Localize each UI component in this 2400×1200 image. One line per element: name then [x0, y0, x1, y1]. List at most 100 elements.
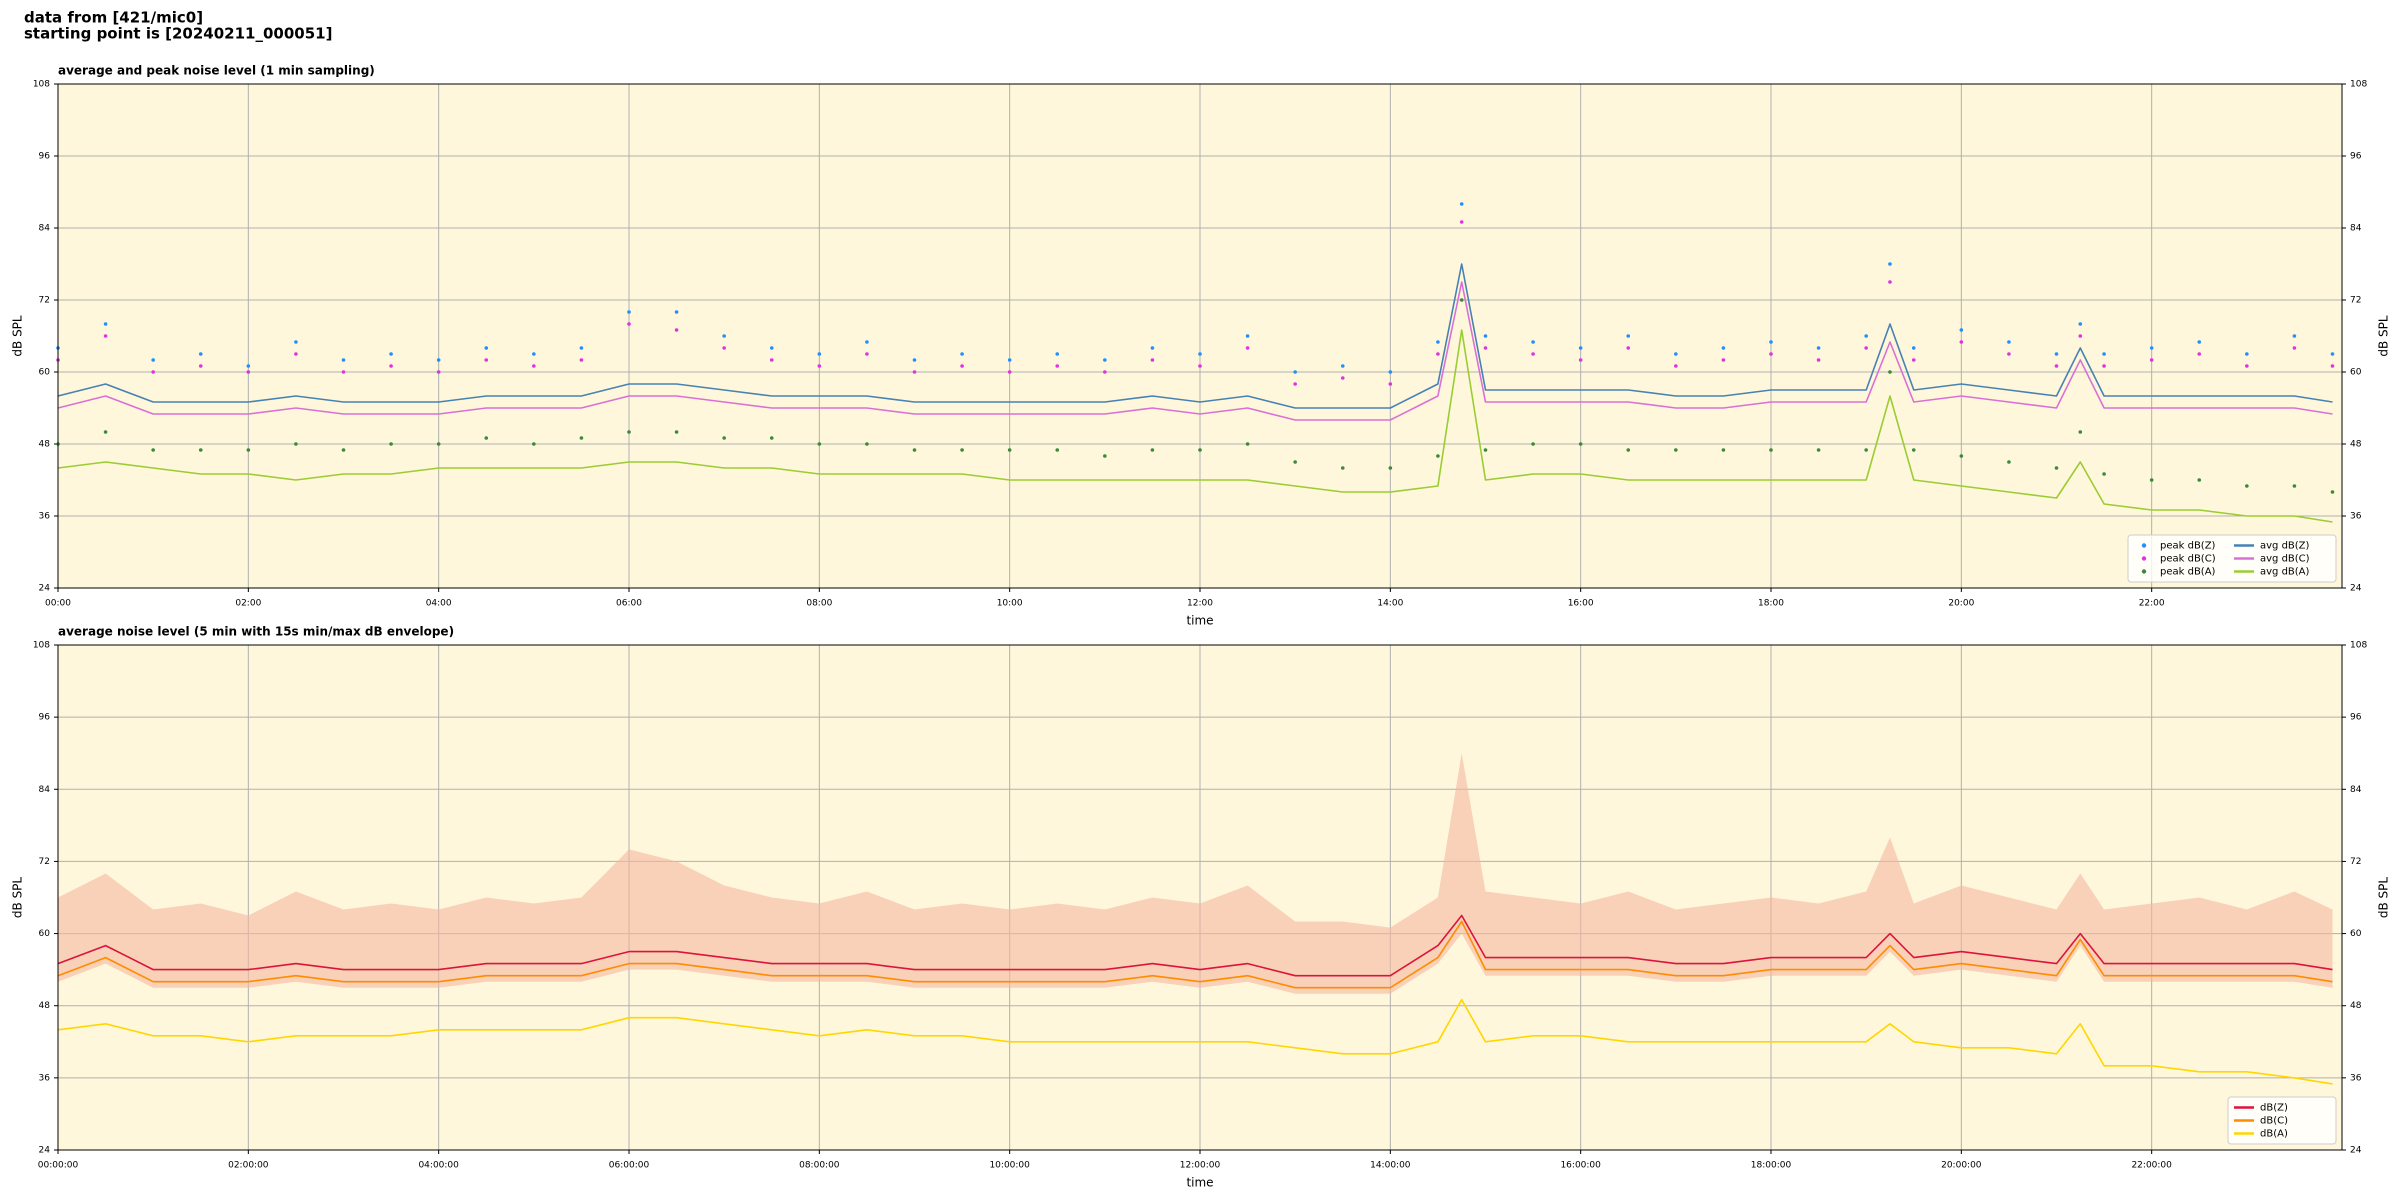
y-tick-label: 72: [39, 857, 50, 867]
peak-point: [1340, 466, 1345, 470]
peak-point: [769, 346, 774, 350]
peak-point: [579, 346, 584, 350]
peak-point: [1459, 220, 1464, 224]
legend-marker: [2141, 569, 2147, 574]
peak-point: [817, 442, 822, 446]
legend-box: [2127, 534, 2337, 583]
peak-point: [1721, 448, 1726, 452]
envelope-area: [58, 753, 2333, 994]
peak-point: [2149, 358, 2154, 362]
y-tick-label: 108: [33, 641, 50, 651]
peak-point: [341, 448, 346, 452]
y-tick-label: 36: [2350, 1073, 2362, 1083]
peak-point: [1578, 442, 1583, 446]
peak-point: [1531, 442, 1535, 446]
chart-title: average noise level (5 min with 15s min/…: [58, 625, 454, 639]
peak-point: [1198, 448, 1202, 452]
peak-point: [1864, 448, 1868, 452]
peak-point: [1436, 352, 1440, 356]
y-tick-label: 24: [2350, 584, 2362, 594]
peak-point: [436, 358, 441, 362]
x-tick-label: 08:00:00: [799, 1161, 840, 1171]
peak-point: [769, 436, 774, 440]
peak-point: [1459, 202, 1464, 206]
peak-point: [2102, 472, 2106, 476]
peak-point: [389, 364, 393, 368]
x-tick-label: 02:00:00: [228, 1161, 269, 1171]
x-tick-label: 04:00: [426, 599, 452, 609]
legend-label: dB(C): [2260, 1116, 2288, 1127]
peak-point: [1459, 298, 1464, 302]
x-tick-label: 00:00:00: [38, 1161, 79, 1171]
peak-point: [674, 430, 679, 434]
y-tick-label: 84: [2350, 224, 2362, 234]
peak-point: [1864, 346, 1868, 350]
peak-point: [1007, 448, 1012, 452]
peak-point: [722, 334, 726, 338]
peak-point: [1816, 346, 1821, 350]
x-tick-label: 16:00: [1568, 599, 1594, 609]
peak-point: [2292, 346, 2297, 350]
peak-point: [151, 358, 155, 362]
peak-point: [817, 364, 822, 368]
peak-point: [1769, 340, 1773, 344]
x-tick-label: 12:00:00: [1180, 1161, 1221, 1171]
legend-marker: [2141, 556, 2147, 561]
x-tick-label: 14:00:00: [1370, 1161, 1411, 1171]
y-axis-label: dB SPL: [11, 315, 25, 357]
peak-point: [1721, 346, 1726, 350]
x-tick-label: 02:00: [235, 599, 261, 609]
peak-point: [246, 370, 251, 374]
peak-point: [2078, 430, 2083, 434]
legend-label: peak dB(A): [2160, 567, 2216, 578]
peak-point: [1674, 448, 1678, 452]
peak-point: [1293, 460, 1297, 464]
peak-point: [1769, 352, 1773, 356]
x-tick-label: 22:00:00: [2131, 1161, 2172, 1171]
peak-point: [1769, 448, 1773, 452]
peak-point: [1911, 346, 1916, 350]
peak-point: [2054, 364, 2059, 368]
peak-point: [532, 442, 536, 446]
peak-point: [103, 322, 108, 326]
peak-point: [389, 442, 393, 446]
legend-label: dB(A): [2260, 1129, 2288, 1140]
legend-label: dB(Z): [2260, 1103, 2288, 1114]
peak-point: [389, 352, 393, 356]
peak-point: [1340, 376, 1345, 380]
y-tick-label: 96: [39, 713, 51, 723]
peak-point: [1388, 370, 1393, 374]
x-tick-label: 14:00: [1377, 599, 1403, 609]
peak-point: [294, 442, 298, 446]
peak-point: [1531, 352, 1535, 356]
peak-point: [532, 364, 536, 368]
legend-marker: [2141, 543, 2147, 548]
peak-point: [1245, 334, 1250, 338]
y-tick-label: 84: [39, 785, 51, 795]
x-tick-label: 08:00: [806, 599, 832, 609]
y-tick-label: 24: [39, 1146, 51, 1156]
y-tick-label: 24: [2350, 1146, 2362, 1156]
peak-point: [1888, 280, 1892, 284]
y-tick-label: 72: [39, 296, 50, 306]
peak-point: [246, 448, 251, 452]
data-line: [57, 263, 2333, 409]
peak-point: [2007, 460, 2011, 464]
peak-point: [960, 364, 964, 368]
peak-point: [2149, 478, 2154, 482]
plot-frame: [57, 83, 2343, 589]
x-tick-label: 00:00: [45, 599, 71, 609]
peak-point: [1007, 358, 1012, 362]
peak-point: [1245, 442, 1250, 446]
x-tick-label: 06:00:00: [609, 1161, 650, 1171]
peak-point: [2007, 340, 2011, 344]
peak-point: [722, 436, 726, 440]
data-line: [57, 998, 2333, 1085]
peak-point: [960, 352, 964, 356]
x-tick-label: 16:00:00: [1560, 1161, 1601, 1171]
peak-point: [1198, 352, 1202, 356]
y-tick-label: 72: [2350, 857, 2361, 867]
x-axis-label: time: [1186, 1176, 1213, 1190]
peak-point: [1103, 370, 1107, 374]
peak-point: [1007, 370, 1012, 374]
